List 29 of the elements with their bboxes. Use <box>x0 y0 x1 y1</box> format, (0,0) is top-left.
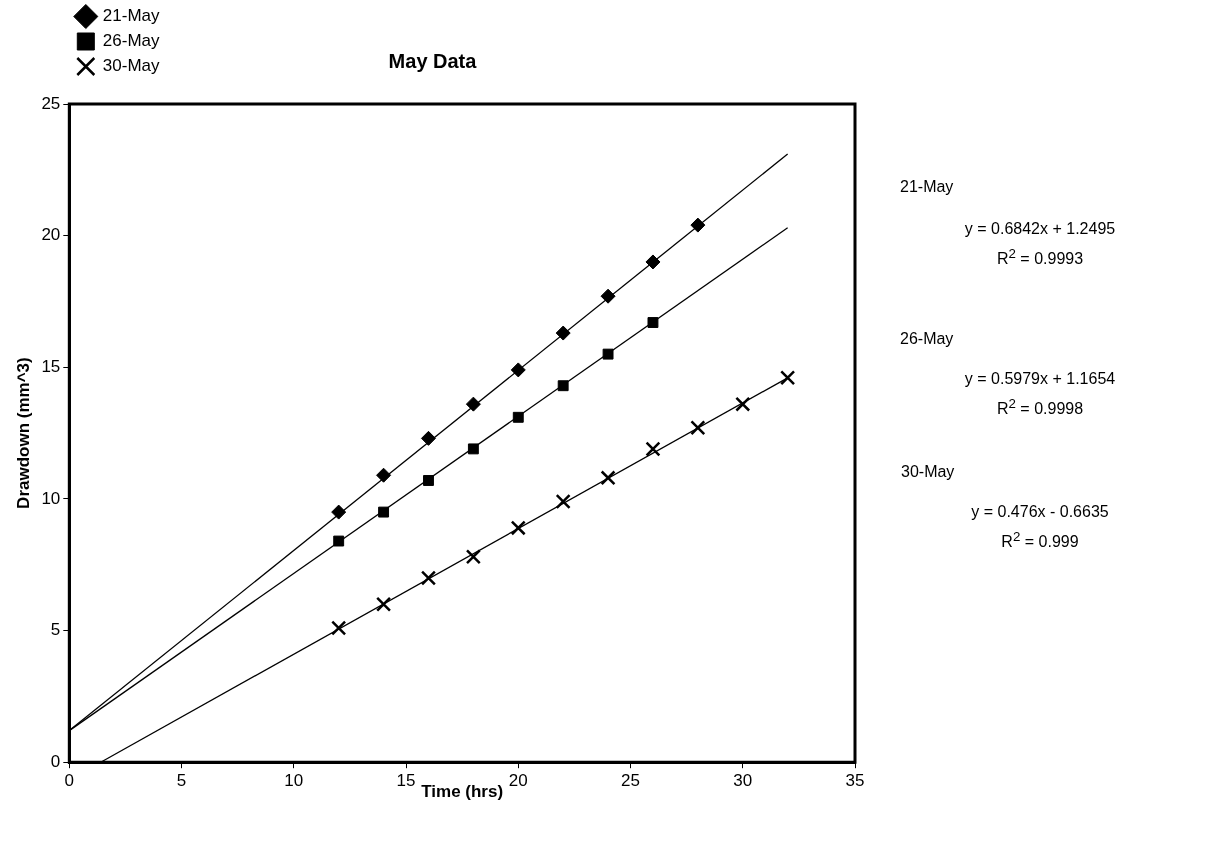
x-tick-label: 25 <box>621 771 640 791</box>
text: 21-May <box>900 178 954 196</box>
text: 30-May <box>901 463 955 481</box>
y-tick-label: 25 <box>41 93 61 113</box>
x-tick-label: 5 <box>176 771 187 791</box>
x-tick-label: 35 <box>845 771 865 791</box>
x-tick-label: 15 <box>396 771 416 791</box>
y-tick-label: 20 <box>41 225 61 245</box>
x-tick-label: 20 <box>508 771 528 791</box>
y-tick-label: 5 <box>50 620 61 640</box>
text: 26-May <box>900 330 954 348</box>
y-tick-label: 0 <box>50 751 61 771</box>
y-tick-label: 10 <box>41 488 61 508</box>
text: R$^{2}$ = 0.9993 <box>995 246 1085 269</box>
y-axis-title: Drawdown (mm^3) <box>13 357 33 509</box>
x-tick-label: 0 <box>64 771 75 791</box>
text: R$^{2}$ = 0.999 <box>1000 529 1080 552</box>
x-tick-label: 30 <box>733 771 753 791</box>
x-tick-label: 10 <box>284 771 304 791</box>
text: y = 0.476x - 0.6635 <box>970 503 1110 521</box>
legend-label: 21-May <box>102 6 160 26</box>
text: R$^{2}$ = 0.9998 <box>995 396 1085 419</box>
legend-label: 26-May <box>102 31 160 51</box>
text: y = 0.5979x + 1.1654 <box>963 370 1117 388</box>
legend-label: 30-May <box>102 56 160 76</box>
y-tick-label: 15 <box>41 356 61 376</box>
chart-title: May Data <box>388 49 478 72</box>
x-axis-title: Time (hrs) <box>421 782 504 802</box>
text: y = 0.6842x + 1.2495 <box>963 220 1117 238</box>
